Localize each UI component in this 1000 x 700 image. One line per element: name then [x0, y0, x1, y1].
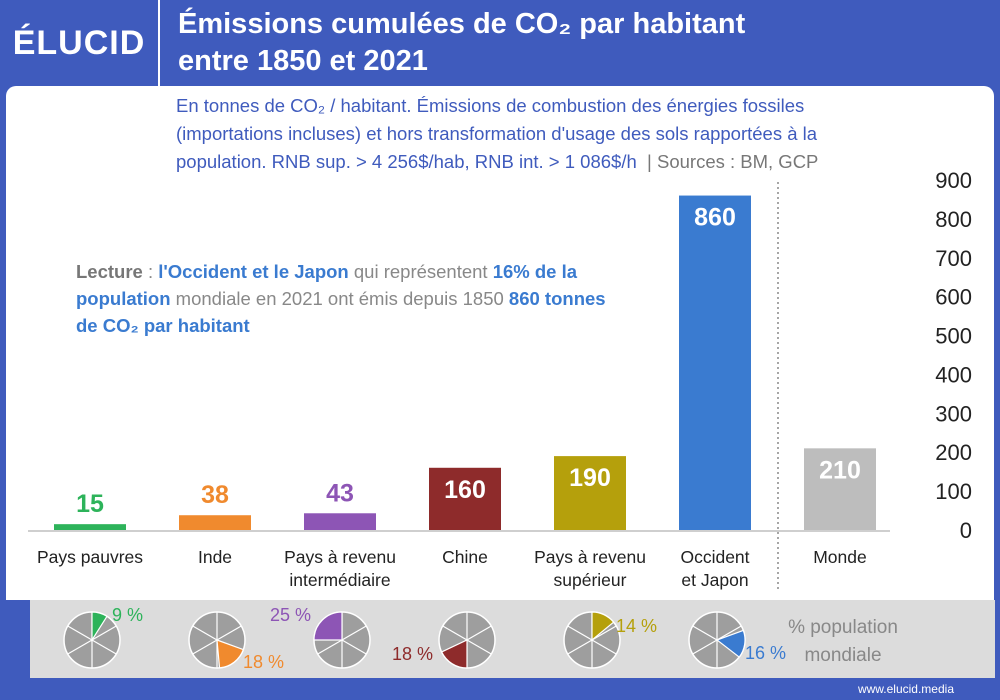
pie-divider-0-4	[67, 639, 93, 655]
pie-wedge-0	[91, 611, 108, 643]
pie-divider-1-1	[216, 625, 242, 641]
subtitle-line-3: population. RNB sup. > 4 256$/hab, RNB i…	[176, 148, 988, 176]
bar-2	[304, 513, 376, 530]
y-tick-label-8: 800	[935, 207, 972, 232]
pie-wedge-2	[313, 611, 343, 641]
reading-value: 860 tonnes de CO₂ par habitant	[76, 288, 606, 336]
population-label-line-1: % population	[788, 617, 898, 638]
population-label-line-2: mondiale	[804, 645, 882, 666]
sources: | Sources : BM, GCP	[647, 151, 819, 172]
subtitle-line-2: (importations incluses) et hors transfor…	[176, 123, 818, 144]
pie-divider-5-1	[716, 625, 742, 641]
category-label-2-1: intermédiaire	[289, 570, 390, 590]
pie-label-1: 18 %	[243, 652, 285, 672]
category-label-0-0: Pays pauvres	[37, 547, 143, 567]
reading-note: Lecture : l'Occident et le Japon qui rep…	[76, 258, 616, 339]
bar-value-label-4: 190	[569, 464, 611, 492]
y-tick-label-2: 200	[935, 440, 972, 465]
category-label-1-0: Inde	[198, 547, 232, 567]
title-line-2: entre 1850 et 2021	[178, 45, 428, 77]
pie-divider-0-5	[67, 625, 93, 641]
bar-value-label-3: 160	[444, 476, 486, 504]
y-tick-label-5: 500	[935, 324, 972, 349]
chart-title: Émissions cumulées de CO₂ par habitant e…	[178, 6, 978, 80]
pie-divider-3-1	[466, 625, 492, 641]
footer-bar	[0, 678, 1000, 700]
pie-wedge-5	[715, 629, 746, 658]
pie-divider-4-5	[567, 625, 593, 641]
y-tick-label-3: 300	[935, 401, 972, 426]
pie-divider-2-2	[341, 639, 367, 655]
title-line-1: Émissions cumulées de CO₂ par habitant	[178, 8, 746, 40]
pie-divider-1-5	[192, 625, 218, 641]
bar-1	[179, 515, 251, 530]
bar-4	[554, 456, 626, 530]
population-label: % population mondiale	[788, 614, 898, 670]
category-label-5-1: et Japon	[681, 570, 748, 590]
pie-divider-3-2	[466, 639, 492, 655]
y-tick-label-7: 700	[935, 246, 972, 271]
bar-value-label-5: 860	[694, 204, 736, 232]
pie-divider-0-1	[91, 625, 117, 641]
pie-divider-4-4	[567, 639, 593, 655]
y-tick-label-4: 400	[935, 362, 972, 387]
pie-divider-2-1	[341, 625, 367, 641]
pie-divider-4-1	[591, 625, 617, 641]
pie-divider-5-4	[692, 639, 718, 655]
bar-3	[429, 467, 501, 530]
pie-divider-2-4	[317, 639, 343, 655]
pie-divider-4-2	[591, 639, 617, 655]
pie-divider-3-5	[442, 625, 468, 641]
subtitle: En tonnes de CO₂ / habitant. Émissions d…	[176, 92, 988, 176]
pie-wedge-3	[440, 639, 468, 669]
reading-text-1: qui représentent	[348, 261, 493, 282]
y-tick-label-9: 900	[935, 168, 972, 193]
category-label-4-1: supérieur	[554, 570, 627, 590]
pie-divider-0-2	[91, 639, 117, 655]
bar-6	[804, 448, 876, 530]
bar-value-label-0: 15	[76, 490, 104, 518]
pie-label-2: 25 %	[270, 605, 312, 625]
pie-wedge-4	[591, 611, 615, 642]
pie-label-3: 18 %	[392, 644, 434, 664]
header: ÉLUCID Émissions cumulées de CO₂ par hab…	[0, 0, 1000, 86]
bar-chart: 0 100 200 300 400 500 600 700 800 900 15 Pays pauvr…	[28, 168, 972, 592]
reading-lead: Lecture	[76, 261, 143, 282]
bar-value-label-6: 210	[819, 456, 861, 484]
category-label-3-0: Chine	[442, 547, 488, 567]
category-label-5-0: Occident	[680, 547, 749, 567]
reading-region: l'Occident et le Japon	[158, 261, 349, 282]
y-tick-label-0: 0	[960, 518, 972, 543]
y-tick-label-1: 100	[935, 479, 972, 504]
bar-5	[679, 195, 751, 531]
category-label-6-0: Monde	[813, 547, 867, 567]
bar-value-label-2: 43	[326, 479, 354, 507]
pie-label-5: 16 %	[745, 643, 787, 663]
reading-share: 16% de la population	[76, 261, 578, 309]
pie-label-0: 9 %	[112, 605, 144, 625]
pie-divider-5-5	[692, 625, 718, 641]
pie-wedge-1	[216, 639, 245, 669]
pie-divider-1-4	[192, 639, 218, 655]
y-tick-label-6: 600	[935, 285, 972, 310]
bar-0	[54, 524, 126, 530]
bar-value-label-1: 38	[201, 481, 229, 509]
category-label-4-0: Pays à revenu	[534, 547, 646, 567]
reading-sep: :	[142, 261, 159, 282]
pie-label-4: 14 %	[616, 616, 658, 636]
subtitle-line-1: En tonnes de CO₂ / habitant. Émissions d…	[176, 95, 805, 116]
subtitle-line-3-text: population. RNB sup. > 4 256$/hab, RNB i…	[176, 151, 637, 172]
brand-logo: ÉLUCID	[0, 0, 160, 86]
footer-url: www.elucid.media	[857, 682, 954, 696]
category-label-2-0: Pays à revenu	[284, 547, 396, 567]
reading-text-2: mondiale en 2021 ont émis depuis 1850	[170, 288, 509, 309]
